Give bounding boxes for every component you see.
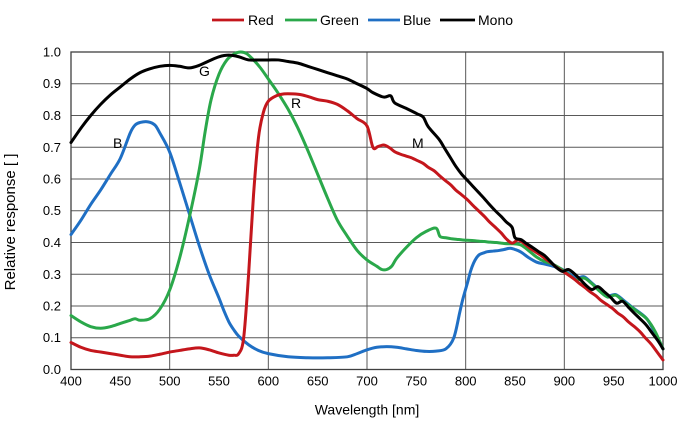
svg-text:0.3: 0.3	[43, 267, 61, 282]
svg-text:B: B	[113, 135, 122, 151]
svg-text:700: 700	[356, 374, 378, 389]
svg-text:0.4: 0.4	[43, 235, 61, 250]
svg-text:550: 550	[208, 374, 230, 389]
svg-text:0.5: 0.5	[43, 203, 61, 218]
svg-text:0.9: 0.9	[43, 76, 61, 91]
svg-text:M: M	[412, 135, 424, 151]
svg-text:Wavelength [nm]: Wavelength [nm]	[315, 402, 420, 418]
svg-text:Blue: Blue	[403, 12, 431, 28]
svg-text:0.1: 0.1	[43, 330, 61, 345]
svg-text:750: 750	[405, 374, 427, 389]
svg-text:650: 650	[307, 374, 329, 389]
svg-text:R: R	[291, 95, 301, 111]
svg-text:450: 450	[109, 374, 131, 389]
svg-text:800: 800	[455, 374, 477, 389]
svg-text:0.6: 0.6	[43, 172, 61, 187]
svg-text:Red: Red	[248, 12, 274, 28]
svg-text:G: G	[199, 63, 210, 79]
svg-text:500: 500	[159, 374, 181, 389]
svg-text:900: 900	[553, 374, 575, 389]
svg-text:1000: 1000	[649, 374, 678, 389]
svg-text:850: 850	[504, 374, 526, 389]
svg-text:950: 950	[603, 374, 625, 389]
svg-text:0.7: 0.7	[43, 140, 61, 155]
svg-text:600: 600	[257, 374, 279, 389]
svg-text:Mono: Mono	[478, 12, 513, 28]
svg-text:400: 400	[60, 374, 82, 389]
svg-text:0.0: 0.0	[43, 362, 61, 377]
svg-text:1.0: 1.0	[43, 45, 61, 60]
svg-text:0.2: 0.2	[43, 299, 61, 314]
svg-text:Relative response [ ]: Relative response [ ]	[2, 154, 19, 291]
svg-text:Green: Green	[320, 12, 359, 28]
svg-text:0.8: 0.8	[43, 108, 61, 123]
